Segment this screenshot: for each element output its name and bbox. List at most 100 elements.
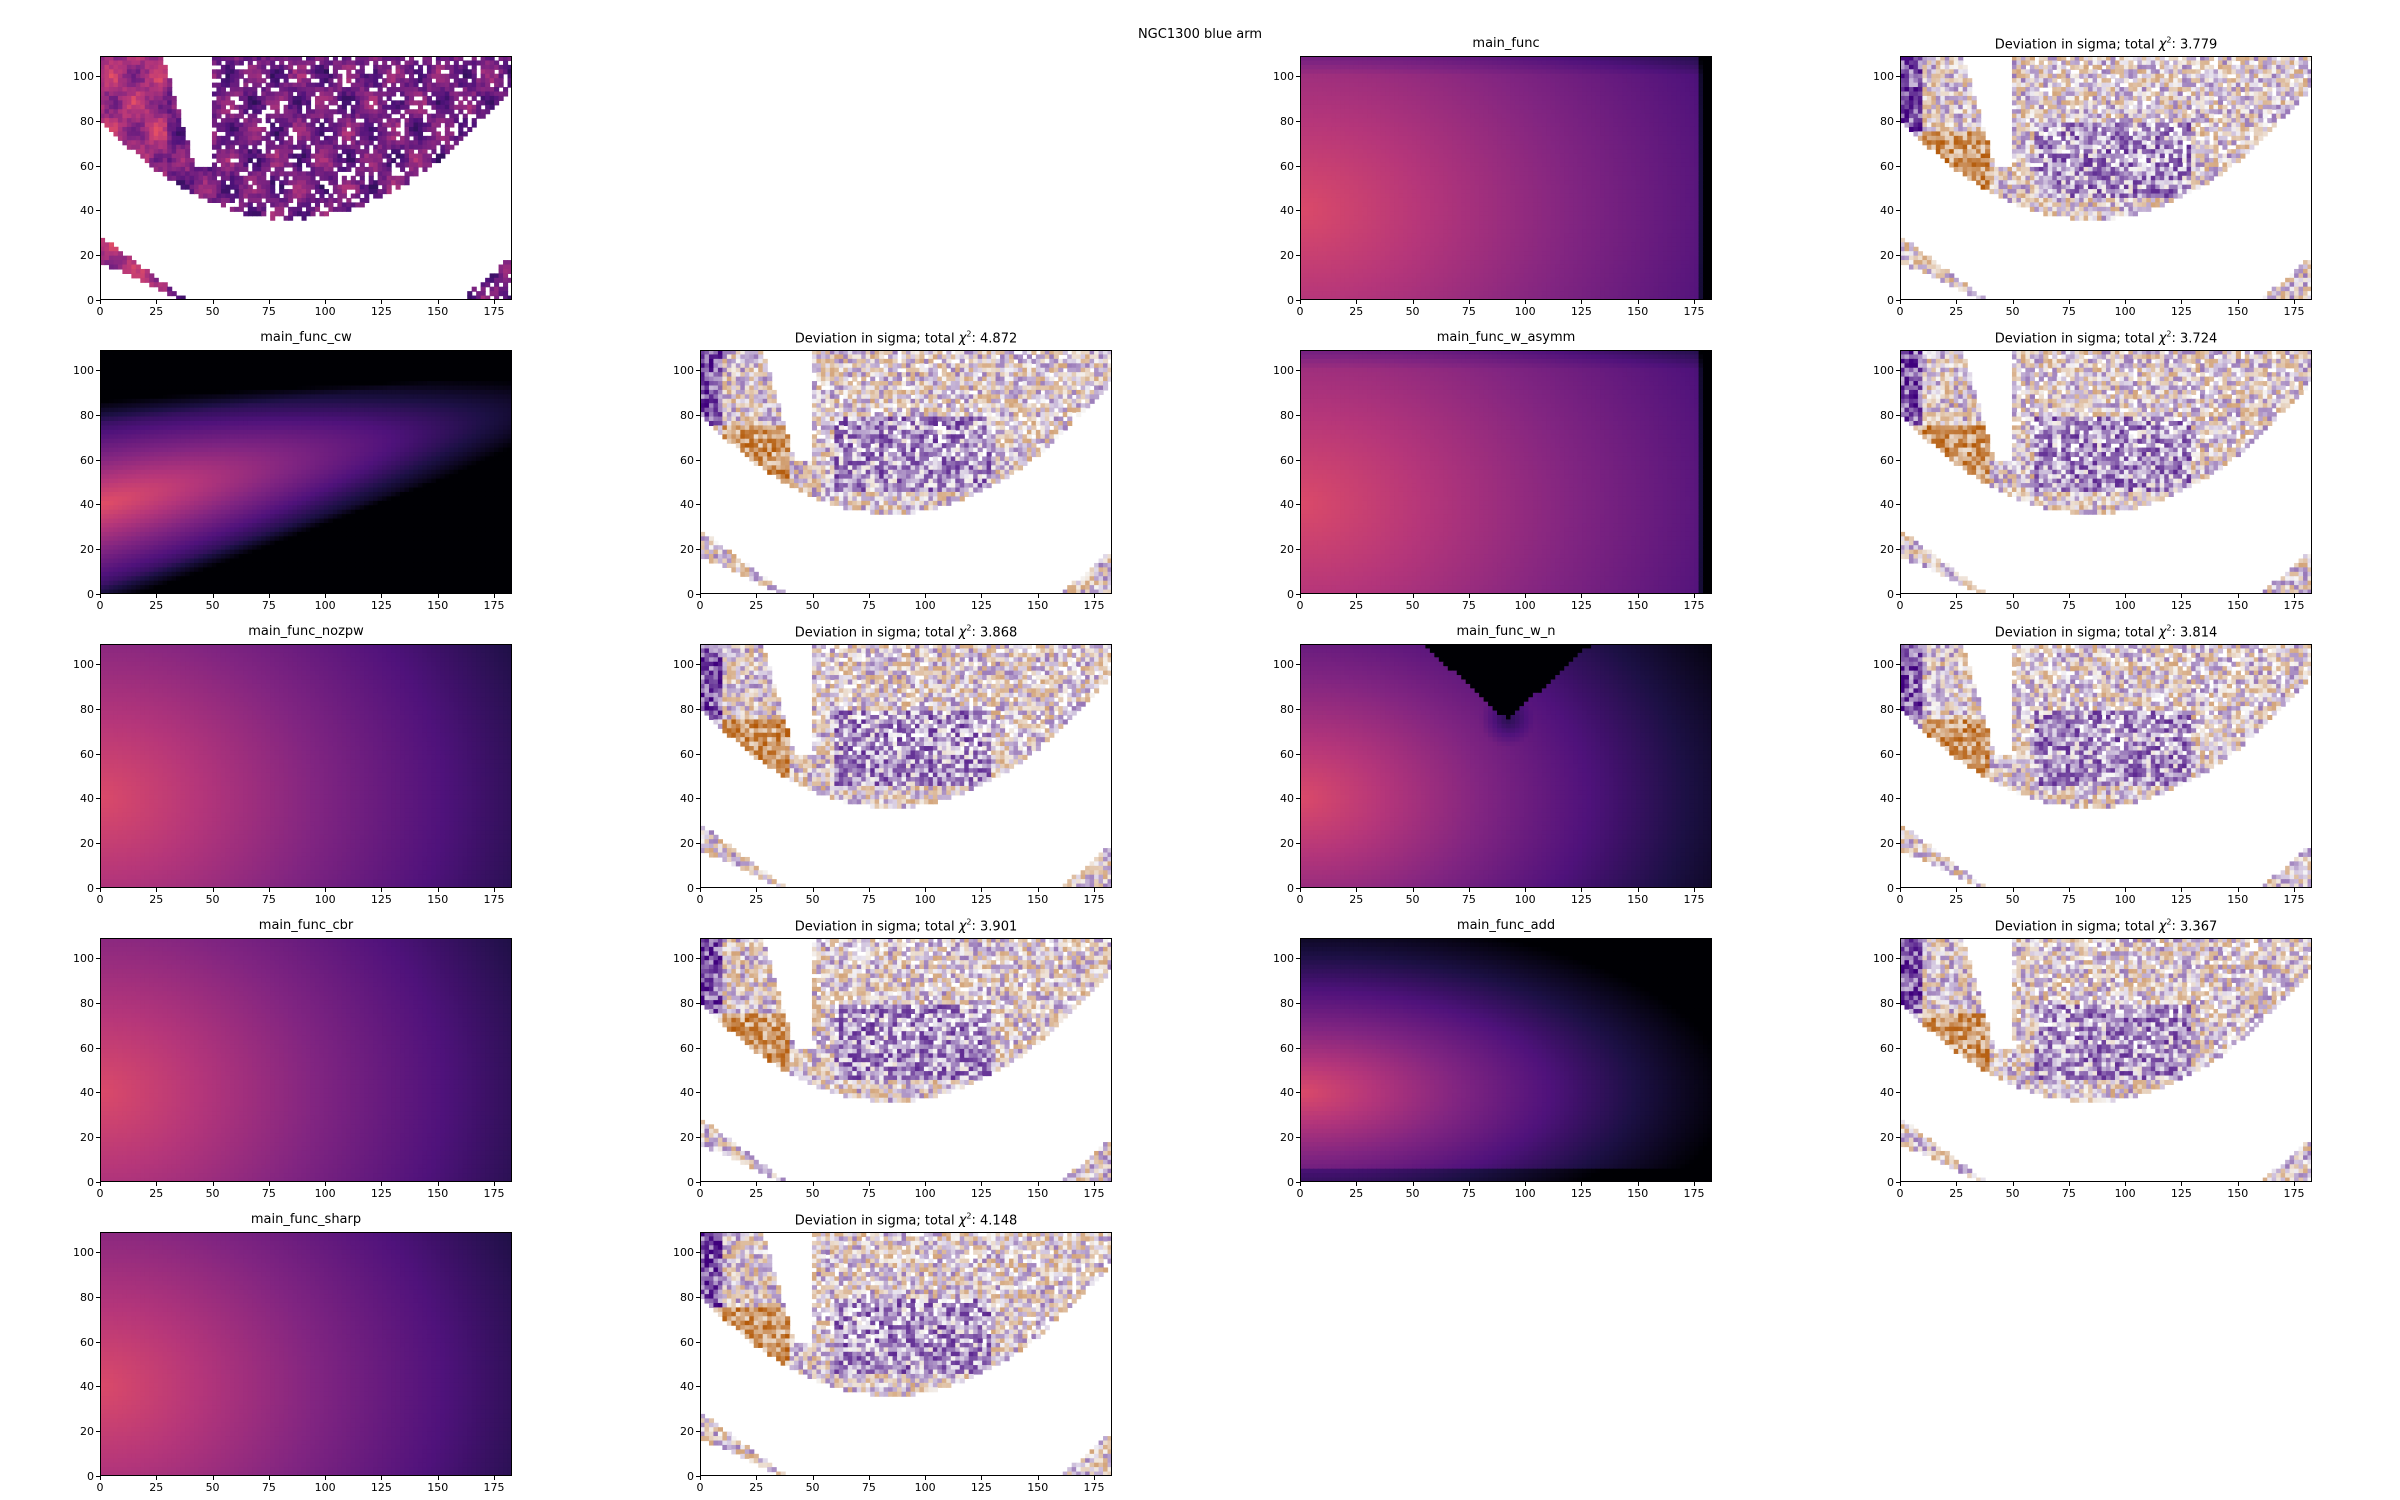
heatmap-cell bbox=[1676, 114, 1681, 119]
heatmap-cell bbox=[1627, 176, 1632, 181]
heatmap-cell bbox=[131, 127, 136, 132]
heatmap-cell bbox=[1425, 140, 1430, 145]
heatmap-cell bbox=[158, 60, 163, 65]
heatmap-cell bbox=[1631, 56, 1636, 61]
heatmap-cell bbox=[1596, 100, 1601, 105]
heatmap-cell bbox=[1385, 162, 1390, 167]
heatmap-cell bbox=[1587, 91, 1592, 96]
heatmap-cell bbox=[261, 171, 266, 176]
heatmap-cell bbox=[324, 189, 329, 194]
heatmap-cell bbox=[1546, 109, 1551, 114]
heatmap-cell bbox=[1510, 158, 1515, 163]
heatmap-cell bbox=[194, 189, 199, 194]
heatmap-cell bbox=[1506, 100, 1511, 105]
heatmap-cell bbox=[1358, 185, 1363, 190]
heatmap-cell bbox=[342, 140, 347, 145]
heatmap-cell bbox=[266, 154, 271, 159]
heatmap-cell bbox=[1336, 109, 1341, 114]
heatmap-cell bbox=[181, 176, 186, 181]
heatmap-cell bbox=[1708, 189, 1712, 194]
plot-area bbox=[100, 56, 512, 300]
heatmap-cell bbox=[1381, 154, 1386, 159]
heatmap-cell bbox=[1605, 109, 1610, 114]
heatmap-cell bbox=[328, 60, 333, 65]
heatmap-cell bbox=[1399, 149, 1404, 154]
heatmap-cell bbox=[1394, 87, 1399, 92]
heatmap-cell bbox=[373, 118, 378, 123]
heatmap-cell bbox=[382, 171, 387, 176]
heatmap-cell bbox=[1412, 87, 1417, 92]
heatmap-cell bbox=[1636, 162, 1641, 167]
heatmap-cell bbox=[1708, 87, 1712, 92]
heatmap-cell bbox=[279, 91, 284, 96]
heatmap-cell bbox=[288, 87, 293, 92]
heatmap-cell bbox=[288, 145, 293, 150]
heatmap-cell bbox=[1354, 123, 1359, 128]
heatmap-cell bbox=[284, 176, 289, 181]
heatmap-cell bbox=[118, 114, 123, 119]
heatmap-cell bbox=[1546, 56, 1551, 61]
heatmap-cell bbox=[1542, 65, 1547, 70]
heatmap-cell bbox=[257, 65, 262, 70]
heatmap-cell bbox=[118, 56, 123, 61]
heatmap-cell bbox=[1448, 180, 1453, 185]
heatmap-cell bbox=[1434, 118, 1439, 123]
heatmap-cell bbox=[118, 127, 123, 132]
heatmap-cell bbox=[1564, 100, 1569, 105]
heatmap-cell bbox=[490, 96, 495, 101]
heatmap-cell bbox=[1336, 194, 1341, 199]
heatmap-cell bbox=[1340, 145, 1345, 150]
heatmap-cell bbox=[1403, 100, 1408, 105]
heatmap-cell bbox=[1533, 83, 1538, 88]
heatmap-cell bbox=[1416, 145, 1421, 150]
heatmap-cell bbox=[1358, 158, 1363, 163]
heatmap-cell bbox=[1475, 123, 1480, 128]
heatmap-cell bbox=[463, 123, 468, 128]
heatmap-cell bbox=[1457, 167, 1462, 172]
heatmap-cell bbox=[1694, 60, 1699, 65]
heatmap-cell bbox=[1385, 100, 1390, 105]
heatmap-cell bbox=[405, 60, 410, 65]
heatmap-cell bbox=[1528, 100, 1533, 105]
heatmap-cell bbox=[1699, 171, 1704, 176]
heatmap-cell bbox=[1524, 185, 1529, 190]
heatmap-cell bbox=[113, 91, 118, 96]
heatmap-cell bbox=[458, 78, 463, 83]
heatmap-cell bbox=[212, 74, 217, 79]
heatmap-cell bbox=[288, 136, 293, 141]
heatmap-cell bbox=[1479, 78, 1484, 83]
heatmap-cell bbox=[306, 127, 311, 132]
heatmap-cell bbox=[221, 180, 226, 185]
heatmap-cell bbox=[100, 78, 105, 83]
heatmap-cell bbox=[1658, 167, 1663, 172]
heatmap-cell bbox=[440, 65, 445, 70]
heatmap-cell bbox=[284, 149, 289, 154]
heatmap-cell bbox=[1300, 60, 1305, 65]
heatmap-cell bbox=[163, 171, 168, 176]
heatmap-cell bbox=[440, 91, 445, 96]
heatmap-cell bbox=[1345, 185, 1350, 190]
heatmap-cell bbox=[1640, 87, 1645, 92]
heatmap-cell bbox=[400, 136, 405, 141]
heatmap-cell bbox=[100, 256, 105, 261]
heatmap-cell bbox=[1524, 69, 1529, 74]
heatmap-cell bbox=[1340, 87, 1345, 92]
heatmap-cell bbox=[1564, 105, 1569, 110]
heatmap-cell bbox=[127, 100, 132, 105]
heatmap-cell bbox=[1304, 154, 1309, 159]
heatmap-cell bbox=[1515, 100, 1520, 105]
heatmap-cell bbox=[154, 162, 159, 167]
heatmap-cell bbox=[1672, 83, 1677, 88]
heatmap-cell bbox=[467, 74, 472, 79]
heatmap-cell bbox=[1313, 162, 1318, 167]
heatmap-cell bbox=[1412, 96, 1417, 101]
heatmap-cell bbox=[499, 269, 504, 274]
heatmap-cell bbox=[288, 83, 293, 88]
heatmap-cell bbox=[1551, 185, 1556, 190]
heatmap-cell bbox=[1461, 78, 1466, 83]
heatmap-cell bbox=[100, 96, 105, 101]
heatmap-cell bbox=[1430, 162, 1435, 167]
heatmap-cell bbox=[1367, 123, 1372, 128]
heatmap-cell bbox=[1636, 91, 1641, 96]
heatmap-cell bbox=[221, 105, 226, 110]
